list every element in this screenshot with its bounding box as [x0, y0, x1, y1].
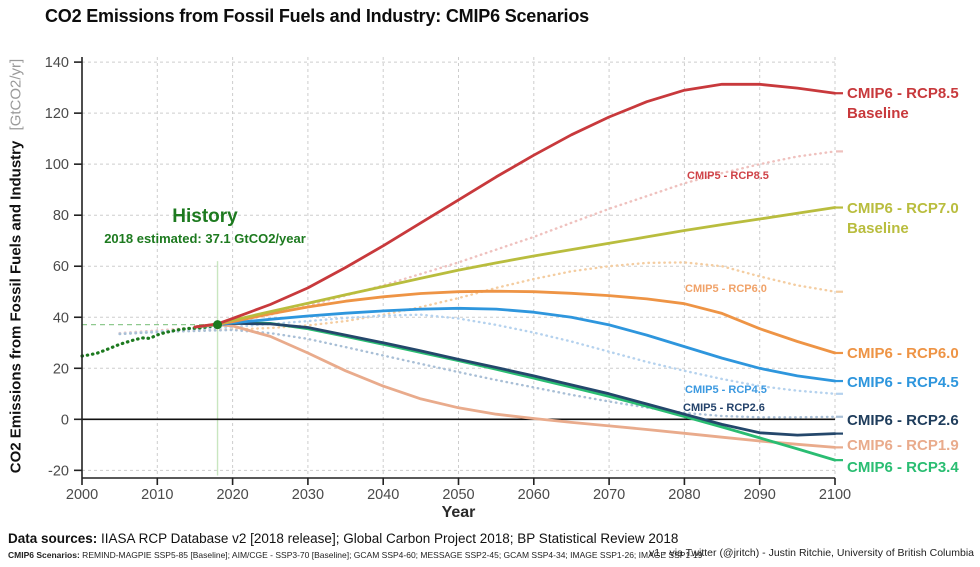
svg-text:2100: 2100 — [819, 487, 851, 503]
svg-text:2080: 2080 — [668, 487, 700, 503]
co2-emissions-chart: 140 120 100 80 60 40 20 0 -20 2000 2010 2020 2030 204… — [45, 55, 851, 503]
legend-sublabel: Baseline — [847, 220, 909, 237]
svg-text:80: 80 — [53, 208, 69, 224]
inplot-label-cmip5-rcp26: CMIP5 - RCP2.6 — [683, 402, 765, 414]
footer-scenarios-label: CMIP6 Scenarios: — [8, 550, 80, 560]
svg-text:2020: 2020 — [216, 487, 248, 503]
svg-text:2050: 2050 — [442, 487, 474, 503]
legend-label: CMIP6 - RCP1.9 — [847, 437, 959, 454]
svg-text:2040: 2040 — [367, 487, 399, 503]
history-annotation-title: History — [172, 206, 238, 227]
svg-text:2060: 2060 — [518, 487, 550, 503]
footer-credit: v1 - via Twitter (@jritch) - Justin Ritc… — [649, 547, 974, 559]
legend-cmip6-rcp45: CMIP6 - RCP4.5 — [847, 373, 959, 393]
legend-cmip6-rcp85: CMIP6 - RCP8.5 Baseline — [847, 84, 959, 124]
footer-scenarios: CMIP6 Scenarios: REMIND-MAGPIE SSP5-85 [… — [8, 550, 702, 560]
y-axis-label: CO2 Emissions from Fossil Fuels and Indu… — [8, 59, 25, 473]
legend-cmip6-rcp19: CMIP6 - RCP1.9 — [847, 436, 959, 456]
x-axis-label: Year — [441, 504, 476, 521]
svg-text:0: 0 — [61, 412, 69, 428]
legend-label: CMIP6 - RCP8.5 — [847, 85, 959, 102]
svg-text:60: 60 — [53, 259, 69, 275]
legend-cmip6-rcp34: CMIP6 - RCP3.4 — [847, 458, 959, 478]
svg-text:2030: 2030 — [292, 487, 324, 503]
inplot-label-cmip5-rcp45: CMIP5 - RCP4.5 — [685, 384, 767, 396]
footer-data-sources-label: Data sources: — [8, 531, 98, 546]
svg-text:20: 20 — [53, 361, 69, 377]
legend-cmip6-rcp70: CMIP6 - RCP7.0 Baseline — [847, 199, 959, 239]
svg-text:2090: 2090 — [744, 487, 776, 503]
legend-label: CMIP6 - RCP6.0 — [847, 345, 959, 362]
legend-label: CMIP6 - RCP2.6 — [847, 412, 959, 429]
svg-text:100: 100 — [45, 157, 69, 173]
svg-text:2010: 2010 — [141, 487, 173, 503]
svg-text:120: 120 — [45, 106, 69, 122]
footer-data-sources: Data sources: IIASA RCP Database v2 [201… — [8, 531, 678, 546]
legend-cmip6-rcp60: CMIP6 - RCP6.0 — [847, 344, 959, 364]
svg-text:2070: 2070 — [593, 487, 625, 503]
svg-text:140: 140 — [45, 55, 69, 71]
svg-text:-20: -20 — [48, 463, 69, 479]
footer-data-sources-text: IIASA RCP Database v2 [2018 release]; Gl… — [97, 531, 679, 546]
page-title: CO2 Emissions from Fossil Fuels and Indu… — [45, 6, 589, 26]
legend-label: CMIP6 - RCP7.0 — [847, 200, 959, 217]
legend-label: CMIP6 - RCP3.4 — [847, 459, 959, 476]
y-axis-label-text: CO2 Emissions from Fossil Fuels and Indu… — [7, 140, 25, 474]
legend-cmip6-rcp26: CMIP6 - RCP2.6 — [847, 411, 959, 431]
footer-scenarios-text: REMIND-MAGPIE SSP5-85 [Baseline]; AIM/CG… — [79, 550, 703, 560]
legend-label: CMIP6 - RCP4.5 — [847, 374, 959, 391]
inplot-label-cmip5-rcp85: CMIP5 - RCP8.5 — [687, 170, 769, 182]
history-annotation-subtitle: 2018 estimated: 37.1 GtCO2/year — [104, 231, 306, 246]
legend-sublabel: Baseline — [847, 105, 909, 122]
y-axis-label-unit: [GtCO2/yr] — [7, 58, 25, 131]
svg-text:2000: 2000 — [66, 487, 98, 503]
svg-text:40: 40 — [53, 310, 69, 326]
inplot-label-cmip5-rcp60: CMIP5 - RCP6.0 — [685, 283, 767, 295]
